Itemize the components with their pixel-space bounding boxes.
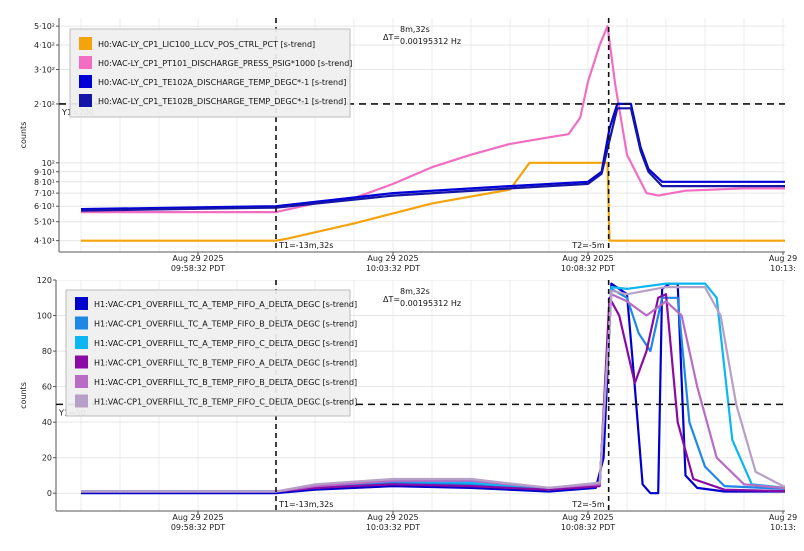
legend-entry-label: H1:VAC-CP1_OVERFILL_TC_A_TEMP_FIFO_C_DEL… bbox=[94, 339, 357, 348]
y-tick-label: 40 bbox=[42, 418, 52, 427]
legend-swatch bbox=[75, 316, 88, 330]
legend-swatch bbox=[75, 394, 88, 408]
legend-swatch bbox=[75, 375, 88, 388]
series-group bbox=[81, 282, 785, 495]
delta-t-value: 8m,32s bbox=[400, 25, 430, 34]
x-tick-label-date: Aug 29 2025 bbox=[172, 254, 223, 263]
delta-t-readout: ΔT=8m,32s 0.00195312 Hz bbox=[383, 25, 461, 46]
series-line-5 bbox=[81, 293, 785, 493]
legend-entry-label: H1:VAC-CP1_OVERFILL_TC_A_TEMP_FIFO_B_DEL… bbox=[94, 320, 357, 329]
delta-t-value: 8m,32s bbox=[400, 287, 430, 296]
legend-entry-label: H0:VAC-LY_CP1_PT101_DISCHARGE_PRESS_PSIG… bbox=[98, 59, 352, 68]
x-tick-label-date: Aug 29 2025 bbox=[367, 254, 418, 263]
series-line-4 bbox=[80, 107, 785, 212]
series-line-6 bbox=[81, 286, 785, 493]
legend-swatch bbox=[75, 336, 88, 349]
y-tick-label: 60 bbox=[42, 383, 52, 392]
y-tick-label: 80 bbox=[42, 347, 52, 356]
delta-t-label: ΔT= bbox=[383, 295, 400, 304]
x-tick-label-date: Aug 29 2025 bbox=[562, 513, 613, 522]
legend-entry-label: H1:VAC-CP1_OVERFILL_TC_B_TEMP_FIFO_C_DEL… bbox=[94, 398, 357, 407]
y-axis-title: counts bbox=[19, 122, 28, 149]
x-tick-label-date: Aug 29 2025 bbox=[172, 513, 223, 522]
t2-cursor-label: T2=-5m bbox=[571, 500, 605, 509]
y-tick-label: 7·10¹ bbox=[34, 189, 55, 198]
y-tick-label: 3·10² bbox=[34, 65, 55, 74]
x-tick-label-time: 10:08:32 PDT bbox=[561, 264, 615, 273]
series-line-2 bbox=[81, 25, 785, 214]
x-tick-label-time: 10:13: bbox=[770, 523, 796, 532]
y-tick-label: 5·10¹ bbox=[34, 218, 55, 227]
y-axis-title: counts bbox=[19, 382, 28, 409]
x-tick-label-date: Aug 29 bbox=[769, 513, 797, 522]
delta-t-frequency: 0.00195312 Hz bbox=[400, 299, 461, 308]
x-tick-label-time: 09:58:32 PDT bbox=[171, 264, 225, 273]
x-tick-label-time: 09:58:32 PDT bbox=[171, 523, 225, 532]
y-tick-label: 8·10¹ bbox=[34, 178, 55, 187]
x-tick-label-time: 10:03:32 PDT bbox=[366, 264, 420, 273]
legend-swatch bbox=[79, 94, 92, 107]
y-tick-label: 100 bbox=[37, 312, 52, 321]
series-line-4 bbox=[81, 293, 785, 493]
series-line-3 bbox=[80, 102, 785, 211]
legend-entry-label: H1:VAC-CP1_OVERFILL_TC_A_TEMP_FIFO_A_DEL… bbox=[94, 300, 357, 309]
x-tick-label-date: Aug 29 bbox=[769, 254, 797, 263]
legend: H1:VAC-CP1_OVERFILL_TC_A_TEMP_FIFO_A_DEL… bbox=[65, 289, 357, 417]
y-tick-label: 20 bbox=[42, 454, 52, 463]
x-tick-label-date: Aug 29 2025 bbox=[367, 513, 418, 522]
legend-swatch bbox=[79, 37, 92, 50]
legend-box bbox=[69, 28, 351, 118]
legend-swatch bbox=[79, 56, 92, 69]
legend-swatch bbox=[75, 297, 88, 310]
x-tick-label-time: 10:08:32 PDT bbox=[561, 523, 615, 532]
legend-swatch bbox=[79, 75, 92, 88]
legend-entry-label: H1:VAC-CP1_OVERFILL_TC_B_TEMP_FIFO_A_DEL… bbox=[94, 359, 357, 368]
series-line-2 bbox=[81, 287, 785, 493]
legend-box bbox=[65, 289, 351, 417]
series-group bbox=[80, 25, 785, 242]
legend-entry-label: H0:VAC-LY_CP1_TE102B_DISCHARGE_TEMP_DEGC… bbox=[98, 97, 346, 106]
y-tick-label: 120 bbox=[37, 276, 52, 285]
legend-swatch bbox=[75, 355, 88, 369]
t1-cursor-label: T1=-13m,32s bbox=[278, 241, 333, 250]
x-tick-label-time: 10:03:32 PDT bbox=[366, 523, 420, 532]
series-line-1 bbox=[81, 282, 785, 495]
y-tick-label: 6·10¹ bbox=[34, 202, 55, 211]
delta-t-readout: ΔT=8m,32s 0.00195312 Hz bbox=[383, 287, 461, 308]
y-tick-label: 4·10² bbox=[34, 41, 55, 50]
y-tick-label: 0 bbox=[47, 489, 52, 498]
delta-t-label: ΔT= bbox=[383, 33, 400, 42]
legend-entry-label: H0:VAC-LY_CP1_TE102A_DISCHARGE_TEMP_DEGC… bbox=[98, 78, 346, 87]
y-tick-label: 2·10² bbox=[34, 100, 55, 109]
y-tick-label: 4·10¹ bbox=[34, 237, 55, 246]
t1-cursor-label: T1=-13m,32s bbox=[278, 500, 333, 509]
x-tick-label-date: Aug 29 2025 bbox=[562, 254, 613, 263]
legend: H0:VAC-LY_CP1_LIC100_LLCV_POS_CTRL_PCT [… bbox=[69, 28, 352, 118]
t2-cursor-label: T2=-5m bbox=[571, 241, 605, 250]
legend-entry-label: H0:VAC-LY_CP1_LIC100_LLCV_POS_CTRL_PCT [… bbox=[98, 40, 315, 49]
legend-entry-label: H1:VAC-CP1_OVERFILL_TC_B_TEMP_FIFO_B_DEL… bbox=[94, 378, 357, 387]
delta-t-frequency: 0.00195312 Hz bbox=[400, 37, 461, 46]
x-tick-label-time: 10:13: bbox=[770, 264, 796, 273]
y-tick-label: 9·10¹ bbox=[34, 168, 55, 177]
y-tick-label: 5·10² bbox=[34, 22, 55, 31]
y-tick-label: 10² bbox=[42, 159, 55, 168]
